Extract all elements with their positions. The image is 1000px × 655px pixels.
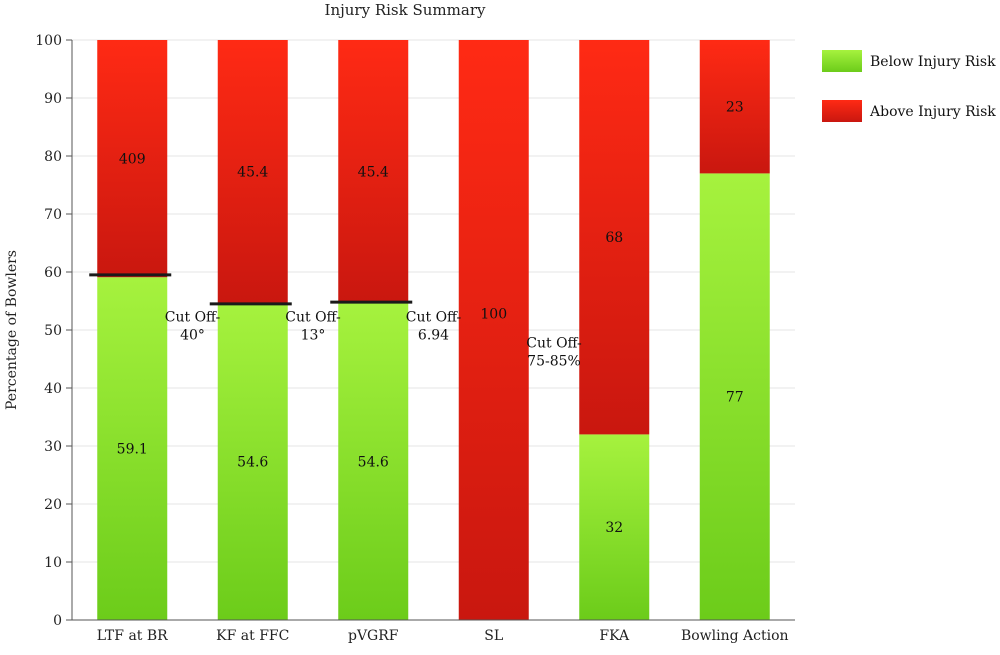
y-tick-label: 80	[44, 149, 62, 165]
y-tick-label: 30	[44, 439, 62, 455]
y-tick-label: 70	[44, 207, 62, 223]
bar-segment-above-risk	[338, 40, 409, 304]
y-tick-label: 0	[53, 613, 62, 629]
legend-swatch	[822, 100, 862, 122]
y-tick-label: 10	[44, 555, 62, 571]
x-tick-label: LTF at BR	[97, 628, 168, 644]
grid-lines	[72, 39, 795, 563]
cutoff-annotation: Cut Off- 6.94	[406, 309, 462, 343]
axes: 0 10 20 30 40 50 60 70 80 90 100 LTF at BR KF at FFC…	[35, 33, 795, 644]
bar-segment-above-risk	[579, 40, 650, 435]
cutoff-annotation-line: Cut Off-	[165, 309, 221, 325]
x-tick-label: KF at FFC	[216, 628, 289, 644]
bar-segment-below-risk	[217, 303, 288, 620]
data-label: 32	[605, 520, 623, 536]
cutoff-annotation: Cut Off- 13°	[285, 309, 341, 343]
x-tick-label: Bowling Action	[681, 628, 789, 644]
bars: 59.1 409 54.6 45.4 54.6 45.4 100 32 68 77 23	[97, 40, 770, 620]
legend-label: Below Injury Risk	[870, 54, 996, 70]
y-tick-label: 40	[44, 381, 62, 397]
cutoff-annotation-line: Cut Off-	[406, 309, 462, 325]
bar-segment-above-risk	[217, 40, 288, 304]
data-label: 68	[605, 230, 623, 246]
bar-segment-above-risk	[699, 40, 770, 174]
cutoff-annotation: Cut Off- 75-85%	[526, 335, 582, 369]
bar-segment-below-risk	[97, 277, 168, 620]
legend-swatch	[822, 50, 862, 72]
y-axis-label: Percentage of Bowlers	[4, 250, 20, 410]
y-tick-label: 20	[44, 497, 62, 513]
cutoff-annotation-line: 13°	[301, 327, 326, 343]
legend-label: Above Injury Risk	[869, 104, 996, 120]
data-label: 77	[726, 390, 744, 406]
data-label: 54.6	[358, 455, 389, 471]
x-tick-label: pVGRF	[348, 628, 399, 644]
cutoff-annotation-line: 75-85%	[527, 353, 581, 369]
x-tick-label: FKA	[599, 628, 630, 644]
legend: Below Injury Risk Above Injury Risk	[822, 50, 996, 122]
data-label: 409	[119, 152, 146, 168]
y-tick-label: 90	[44, 91, 62, 107]
data-label: 59.1	[117, 442, 148, 458]
cutoff-annotation-line: Cut Off-	[526, 335, 582, 351]
data-label: 23	[726, 100, 744, 116]
y-tick-label: 50	[44, 323, 62, 339]
data-label: 54.6	[237, 455, 268, 471]
bar-segment-above-risk	[458, 40, 529, 620]
y-tick-label: 100	[35, 33, 62, 49]
cutoff-annotation-line: Cut Off-	[285, 309, 341, 325]
bar-segment-below-risk	[338, 303, 409, 620]
cutoff-annotation-line: 40°	[180, 327, 205, 343]
bar-segment-below-risk	[699, 173, 770, 620]
chart-title: Injury Risk Summary	[325, 1, 486, 19]
data-label: 45.4	[237, 165, 268, 181]
y-tick-label: 60	[44, 265, 62, 281]
bar-segment-above-risk	[97, 40, 168, 278]
x-tick-label: SL	[484, 628, 503, 644]
cutoff-annotation: Cut Off- 40°	[165, 309, 221, 343]
data-label: 100	[480, 306, 507, 322]
cutoff-annotation-line: 6.94	[418, 327, 449, 343]
bar-segment-below-risk	[579, 434, 650, 620]
data-label: 45.4	[358, 165, 389, 181]
